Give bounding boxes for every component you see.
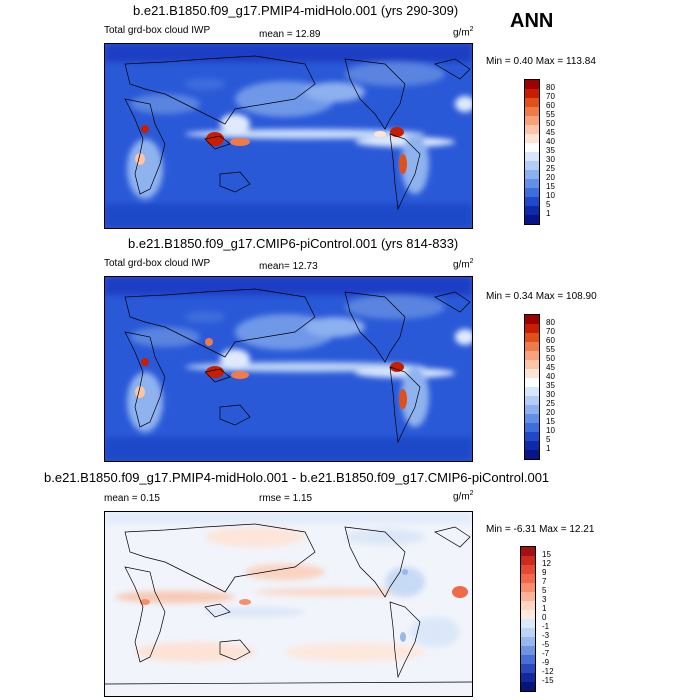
panel3-colorbar-label: 9 [542,568,547,577]
panel2-colorbar-label: 45 [546,363,555,372]
panel2-colorbar-label: 15 [546,417,555,426]
panel1-colorbar-label: 70 [546,92,555,101]
panel2-colorbar-label: 70 [546,327,555,336]
panel3-colorbar-label: -5 [542,640,550,649]
panel3-colorbar-label: -9 [542,658,550,667]
panel1-colorbar-label: 1 [546,209,551,218]
panel1-colorbar-label: 45 [546,128,555,137]
panel1-colorbar-label: 15 [546,182,555,191]
panel2-title: b.e21.B1850.f09_g17.CMIP6-piControl.001 … [128,236,459,251]
panel1-title: b.e21.B1850.f09_g17.PMIP4-midHolo.001 (y… [133,3,459,18]
panel2-minmax: Min = 0.34 Max = 108.90 [486,291,597,302]
panel3-colorbar-label: -3 [542,631,550,640]
panel2-colorbar-label: 30 [546,390,555,399]
panel2-colorbar: 80 70 60 55 50 45 40 35 30 25 20 15 10 5… [524,314,555,460]
panel3-mean: mean = 0.15 [104,493,160,504]
panel3-map [104,511,473,697]
panel3-minmax: Min = -6.31 Max = 12.21 [486,524,595,535]
panel2-units: g/m2 [453,258,474,271]
panel1-minmax: Min = 0.40 Max = 113.84 [486,56,596,67]
panel2-colorbar-label: 1 [546,444,551,453]
panel3-colorbar-label: -1 [542,622,550,631]
panel3-rmse: rmse = 1.15 [259,493,313,504]
panel1-colorbar-label: 25 [546,164,555,173]
panel2-colorbar-label: 20 [546,408,555,417]
panel1-colorbar-label: 60 [546,101,555,110]
panel3-colorbar-label: 5 [542,586,547,595]
panel3-colorbar-label: 3 [542,595,547,604]
panel3-colorbar-label: -7 [542,649,550,658]
panel2-colorbar-label: 25 [546,399,555,408]
panel1-colorbar-label: 35 [546,146,555,155]
panel1-colorbar-label: 10 [546,191,555,200]
panel1-colorbar: 80 70 60 55 50 45 40 35 30 25 20 15 10 5… [524,79,555,225]
panel1-colorbar-label: 30 [546,155,555,164]
panel3-colorbar-label: 7 [542,577,547,586]
panel3-colorbar-label: 15 [542,550,551,559]
panel3-colorbar: 15 12 9 7 5 3 1 0 -1 -3 -5 -7 -9 -12 -15 [520,546,554,692]
panel2-colorbar-label: 40 [546,372,555,381]
panel1-colorbar-label: 20 [546,173,555,182]
panel2-colorbar-label: 35 [546,381,555,390]
panel2-colorbar-label: 60 [546,336,555,345]
panel3-colorbar-label: 0 [542,613,547,622]
panel1-map [104,43,473,229]
panel3-colorbar-label: 12 [542,559,551,568]
panel2-colorbar-label: 55 [546,345,555,354]
panel2-colorbar-label: 80 [546,318,555,327]
panel1-colorbar-label: 80 [546,83,555,92]
panel2-mean: mean= 12.73 [259,261,318,272]
panel1-colorbar-label: 40 [546,137,555,146]
panel3-title: b.e21.B1850.f09_g17.PMIP4-midHolo.001 - … [44,470,550,485]
panel1-variable-label: Total grd-box cloud IWP [104,25,211,36]
panel2-colorbar-label: 5 [546,435,551,444]
panel2-variable-label: Total grd-box cloud IWP [104,258,211,269]
panel2-colorbar-label: 50 [546,354,555,363]
season-label: ANN [510,10,554,32]
panel3-units: g/m2 [453,490,474,503]
panel1-mean: mean = 12.89 [259,29,321,40]
panel1-units: g/m2 [453,26,474,39]
panel1-colorbar-label: 55 [546,110,555,119]
panel1-colorbar-label: 50 [546,119,555,128]
panel2-colorbar-label: 10 [546,426,555,435]
panel3-colorbar-label: -12 [542,667,554,676]
panel2-map [104,276,473,462]
panel3-colorbar-label: -15 [542,676,554,685]
panel3-colorbar-label: 1 [542,604,547,613]
panel1-colorbar-label: 5 [546,200,551,209]
